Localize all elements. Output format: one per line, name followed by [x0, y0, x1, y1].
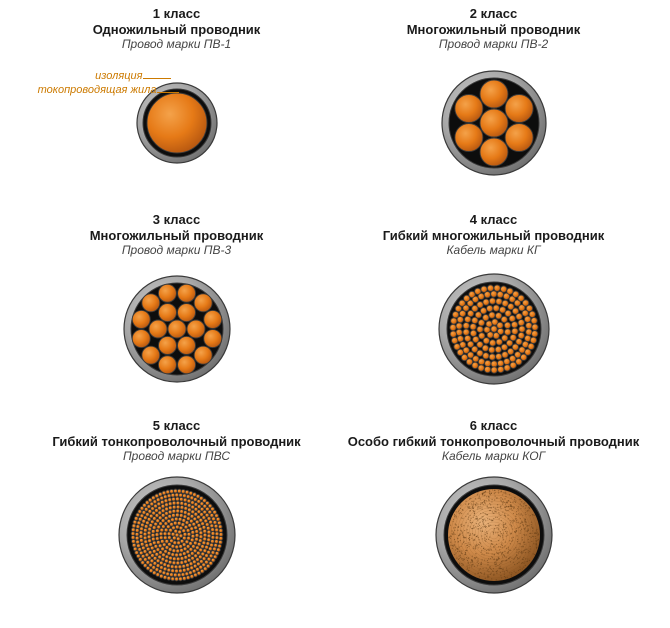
desc-label: Многожильный проводник — [90, 228, 264, 244]
cable-diagram — [18, 264, 335, 394]
callout-text: изоляция — [95, 70, 142, 82]
cable-class-cell: 1 классОдножильный проводникПровод марки… — [18, 6, 335, 206]
callout-conductor: токопроводящая жила — [38, 84, 157, 96]
class-label: 1 класс — [93, 6, 261, 22]
callout-insulation: изоляция — [95, 70, 142, 82]
class-label: 4 класс — [383, 212, 605, 228]
cable-diagram — [335, 58, 652, 188]
brand-label: Провод марки ПВС — [52, 449, 300, 463]
brand-label: Провод марки ПВ-1 — [93, 37, 261, 51]
cable-class-cell: 2 классМногожильный проводникПровод марк… — [335, 6, 652, 206]
cable-class-cell: 5 классГибкий тонкопроволочный проводник… — [18, 418, 335, 618]
cable-class-cell: 6 классОсобо гибкий тонкопроволочный про… — [335, 418, 652, 618]
cell-titles: 1 классОдножильный проводникПровод марки… — [93, 6, 261, 52]
class-label: 2 класс — [407, 6, 581, 22]
cable-class-grid: 1 классОдножильный проводникПровод марки… — [0, 0, 670, 628]
desc-label: Особо гибкий тонкопроволочный проводник — [348, 434, 640, 450]
desc-label: Многожильный проводник — [407, 22, 581, 38]
class-label: 6 класс — [348, 418, 640, 434]
cell-titles: 6 классОсобо гибкий тонкопроволочный про… — [348, 418, 640, 464]
class-label: 5 класс — [52, 418, 300, 434]
cell-titles: 2 классМногожильный проводникПровод марк… — [407, 6, 581, 52]
cable-diagram — [335, 264, 652, 394]
class-label: 3 класс — [90, 212, 264, 228]
cable-class-cell: 4 классГибкий многожильный проводникКабе… — [335, 212, 652, 412]
desc-label: Гибкий многожильный проводник — [383, 228, 605, 244]
cable-diagram: изоляция токопроводящая жила — [18, 58, 335, 188]
cable-diagram — [18, 470, 335, 600]
brand-label: Кабель марки КОГ — [348, 449, 640, 463]
brand-label: Провод марки ПВ-2 — [407, 37, 581, 51]
brand-label: Провод марки ПВ-3 — [90, 243, 264, 257]
cable-class-cell: 3 классМногожильный проводникПровод марк… — [18, 212, 335, 412]
cell-titles: 4 классГибкий многожильный проводникКабе… — [383, 212, 605, 258]
cell-titles: 3 классМногожильный проводникПровод марк… — [90, 212, 264, 258]
cell-titles: 5 классГибкий тонкопроволочный проводник… — [52, 418, 300, 464]
brand-label: Кабель марки КГ — [383, 243, 605, 257]
desc-label: Одножильный проводник — [93, 22, 261, 38]
desc-label: Гибкий тонкопроволочный проводник — [52, 434, 300, 450]
callout-text: токопроводящая жила — [38, 84, 157, 96]
cable-diagram — [335, 470, 652, 600]
